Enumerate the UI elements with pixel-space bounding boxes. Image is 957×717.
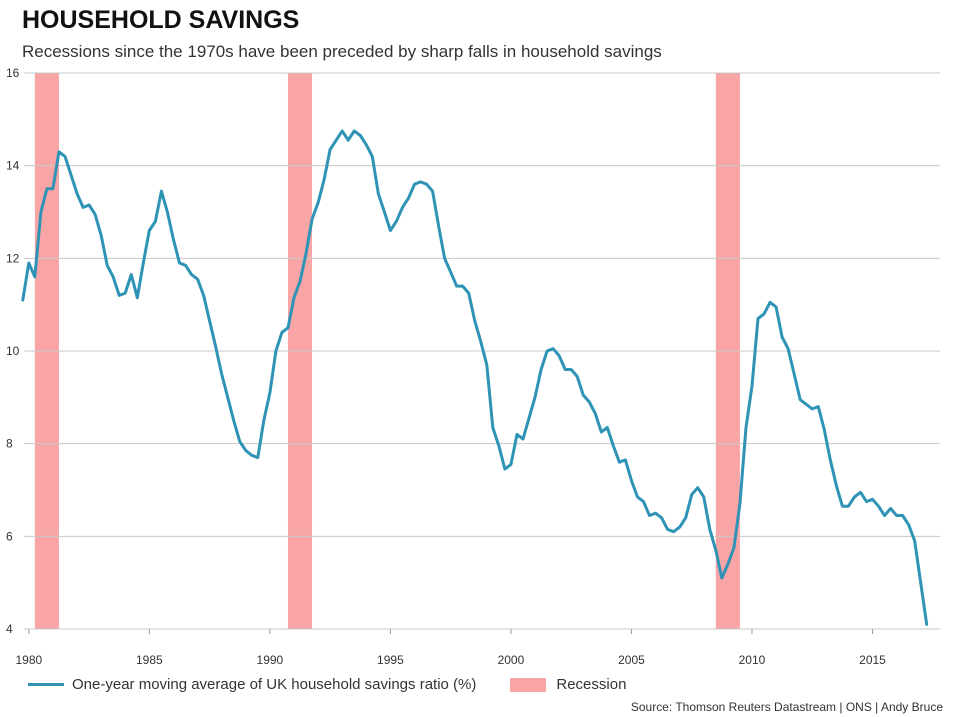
x-tick-label: 1990 <box>257 653 284 667</box>
x-axis-ticks: 1980 1985 1990 1995 2000 2005 2010 2015 <box>15 629 886 667</box>
legend: One-year moving average of UK household … <box>28 676 626 693</box>
y-tick-label: 12 <box>6 251 20 265</box>
y-tick-label: 10 <box>6 344 20 358</box>
x-tick-label: 2015 <box>859 653 886 667</box>
legend-line-swatch <box>28 683 64 686</box>
chart-subtitle: Recessions since the 1970s have been pre… <box>22 42 662 61</box>
legend-item-savings: One-year moving average of UK household … <box>28 676 476 693</box>
y-tick-label: 6 <box>6 529 13 543</box>
x-tick-label: 2000 <box>498 653 525 667</box>
y-axis-ticks: 4 6 8 10 12 14 16 <box>6 66 20 636</box>
y-tick-label: 16 <box>6 66 20 80</box>
x-tick-label: 1995 <box>377 653 404 667</box>
series-line-layer <box>21 129 929 626</box>
legend-recession-swatch <box>510 677 547 692</box>
y-tick-label: 8 <box>6 437 13 451</box>
x-tick-label: 2010 <box>739 653 766 667</box>
legend-item-recession: Recession <box>510 676 626 693</box>
series-line-savings-ratio <box>21 129 929 626</box>
x-tick-label: 1980 <box>15 653 42 667</box>
chart-title: HOUSEHOLD SAVINGS <box>22 6 300 34</box>
x-tick-label: 1985 <box>136 653 163 667</box>
y-tick-label: 4 <box>6 622 13 636</box>
source-note: Source: Thomson Reuters Datastream | ONS… <box>630 700 943 714</box>
legend-line-label: One-year moving average of UK household … <box>72 676 477 693</box>
legend-recession-label: Recession <box>556 676 627 693</box>
y-tick-label: 14 <box>6 159 20 173</box>
x-tick-label: 2005 <box>618 653 645 667</box>
